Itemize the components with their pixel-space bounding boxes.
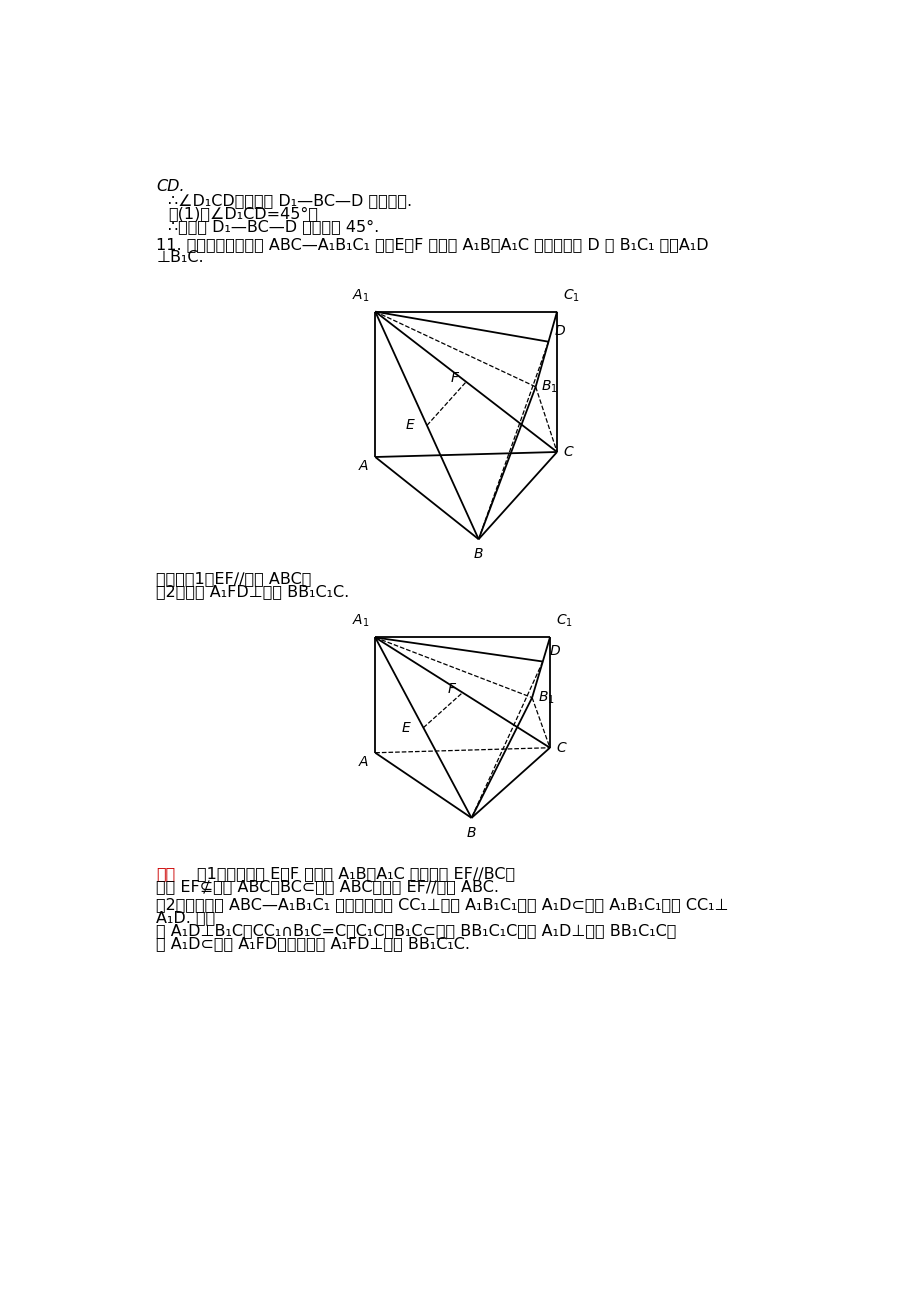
Text: $A_1$: $A_1$ bbox=[352, 613, 369, 629]
Text: 证明: 证明 bbox=[156, 866, 176, 881]
Text: $B$: $B$ bbox=[472, 547, 483, 561]
Text: $E$: $E$ bbox=[401, 721, 412, 734]
Text: ⊥B₁C.: ⊥B₁C. bbox=[156, 250, 204, 266]
Text: $E$: $E$ bbox=[404, 418, 415, 432]
Text: ∴∠D₁CD是二面角 D₁—BC—D 的平面角.: ∴∠D₁CD是二面角 D₁—BC—D 的平面角. bbox=[168, 193, 412, 208]
Text: $C$: $C$ bbox=[562, 445, 573, 460]
Text: $A$: $A$ bbox=[357, 755, 369, 769]
Text: （1）如图，由 E、F 分别是 A₁B、A₁C 的中点知 EF∕∕BC，: （1）如图，由 E、F 分别是 A₁B、A₁C 的中点知 EF∕∕BC， bbox=[197, 866, 515, 881]
Text: $B_1$: $B_1$ bbox=[540, 379, 558, 395]
Text: $C_1$: $C_1$ bbox=[562, 288, 579, 303]
Text: $F$: $F$ bbox=[447, 681, 457, 695]
Text: $A_1$: $A_1$ bbox=[352, 288, 369, 303]
Text: $D$: $D$ bbox=[548, 643, 560, 658]
Text: CD.: CD. bbox=[156, 180, 185, 194]
Text: $A$: $A$ bbox=[357, 460, 369, 474]
Text: $C_1$: $C_1$ bbox=[555, 613, 572, 629]
Text: $B$: $B$ bbox=[466, 825, 476, 840]
Text: 又 A₁D⊂平面 A₁FD，所以平面 A₁FD⊥平面 BB₁C₁C.: 又 A₁D⊂平面 A₁FD，所以平面 A₁FD⊥平面 BB₁C₁C. bbox=[156, 936, 470, 952]
Text: 为 A₁D⊥B₁C，CC₁∩B₁C=C，C₁C、B₁C⊂平面 BB₁C₁C，故 A₁D⊥平面 BB₁C₁C，: 为 A₁D⊥B₁C，CC₁∩B₁C=C，C₁C、B₁C⊂平面 BB₁C₁C，故 … bbox=[156, 923, 676, 939]
Text: 求证：（1）EF∕∕平面 ABC；: 求证：（1）EF∕∕平面 ABC； bbox=[156, 572, 312, 586]
Text: （2）平面 A₁FD⊥平面 BB₁C₁C.: （2）平面 A₁FD⊥平面 BB₁C₁C. bbox=[156, 585, 349, 599]
Text: （2）由三棱柱 ABC—A₁B₁C₁ 为直三棱柱知 CC₁⊥平面 A₁B₁C₁，又 A₁D⊂平面 A₁B₁C₁，故 CC₁⊥: （2）由三棱柱 ABC—A₁B₁C₁ 为直三棱柱知 CC₁⊥平面 A₁B₁C₁，… bbox=[156, 897, 728, 913]
Text: $F$: $F$ bbox=[449, 371, 460, 385]
Text: 11. 如图，在直三棱柱 ABC—A₁B₁C₁ 中，E、F 分别是 A₁B、A₁C 的中点，点 D 在 B₁C₁ 上，A₁D: 11. 如图，在直三棱柱 ABC—A₁B₁C₁ 中，E、F 分别是 A₁B、A₁… bbox=[156, 237, 709, 253]
Text: $D$: $D$ bbox=[553, 324, 565, 337]
Text: $B_1$: $B_1$ bbox=[538, 690, 554, 706]
Text: 由(1)知∠D₁CD=45°，: 由(1)知∠D₁CD=45°， bbox=[168, 207, 318, 221]
Text: ∴二面角 D₁—BC—D 的大小是 45°.: ∴二面角 D₁—BC—D 的大小是 45°. bbox=[168, 220, 380, 234]
Text: 因为 EF⊈平面 ABC，BC⊂平面 ABC，所以 EF∕∕平面 ABC.: 因为 EF⊈平面 ABC，BC⊂平面 ABC，所以 EF∕∕平面 ABC. bbox=[156, 879, 499, 894]
Text: $C$: $C$ bbox=[555, 741, 567, 755]
Text: A₁D. 又因: A₁D. 又因 bbox=[156, 910, 215, 926]
